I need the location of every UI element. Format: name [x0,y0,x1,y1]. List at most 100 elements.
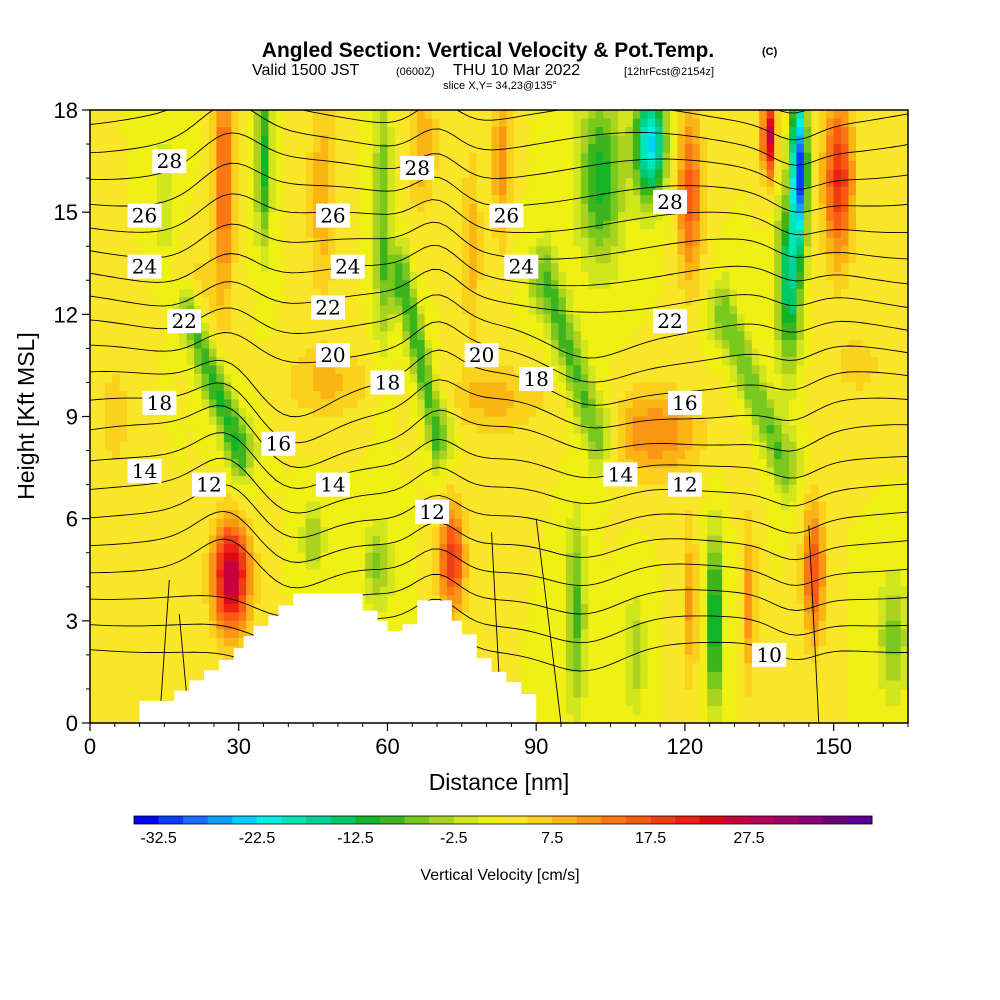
field-cell [551,229,560,239]
field-cell [387,127,396,137]
field-cell [134,399,143,409]
field-cell [506,195,515,205]
field-cell [588,561,597,571]
field-cell [253,390,262,401]
field-cell [394,365,403,375]
field-cell [231,339,240,349]
field-cell [127,493,136,503]
field-cell [484,646,493,656]
field-cell [253,203,262,213]
field-cell [387,569,396,579]
field-cell [543,331,552,341]
field-cell [588,476,597,486]
field-cell [290,476,299,486]
field-cell [365,373,374,384]
field-cell [179,169,188,179]
field-cell [499,450,508,460]
field-cell [90,467,99,477]
field-cell [387,527,396,537]
field-cell [194,229,203,239]
field-cell [246,407,255,418]
field-cell [171,603,180,613]
field-cell [499,416,508,426]
field-cell [149,629,158,639]
field-cell [268,561,277,571]
field-cell [565,578,574,588]
field-cell [565,237,574,247]
field-cell [238,390,247,401]
field-cell [424,433,433,443]
field-cell [238,220,247,230]
field-cell [417,144,426,154]
field-cell [521,203,530,213]
field-cell [528,144,537,154]
field-cell [97,442,106,452]
field-cell [446,561,455,571]
field-cell [186,612,195,622]
field-cell [327,544,336,554]
field-cell [417,195,426,205]
field-cell [186,527,195,537]
field-cell [327,331,336,341]
field-cell [320,229,329,239]
field-cell [97,195,106,205]
field-cell [491,646,500,656]
field-cell [387,339,396,349]
field-cell [127,305,136,315]
field-cell [551,220,560,230]
field-cell [580,501,589,511]
field-cell [246,595,255,605]
field-cell [513,459,522,469]
field-cell [223,612,232,622]
field-cell [342,552,351,562]
field-cell [595,254,604,264]
field-cell [208,561,218,571]
field-cell [156,322,165,332]
field-cell [246,552,255,562]
field-cell [119,561,128,571]
field-cell [156,331,165,341]
field-cell [380,459,389,469]
field-cell [402,220,411,230]
field-cell [394,186,403,196]
field-cell [97,688,106,699]
field-cell [357,586,366,596]
field-cell [350,331,359,341]
field-cell [201,586,210,596]
field-cell [573,390,582,401]
field-cell [268,169,277,179]
field-cell [142,178,151,188]
field-cell [476,322,485,332]
field-cell [588,237,597,247]
field-cell [179,442,188,452]
field-cell [446,382,455,392]
field-cell [275,399,284,409]
field-cell [469,161,478,171]
field-cell [409,186,418,196]
field-cell [551,544,560,554]
field-cell [365,459,374,469]
field-cell [603,186,612,196]
field-cell [461,578,470,588]
field-cell [320,271,329,281]
field-cell [142,433,151,443]
field-cell [565,535,574,545]
field-cell [551,314,560,324]
field-cell [417,544,426,554]
field-cell [536,680,545,690]
field-cell [432,476,441,486]
field-cell [365,569,374,579]
field-cell [149,544,158,554]
field-cell [313,527,322,537]
field-cell [268,297,277,307]
field-cell [275,212,284,222]
field-cell [580,195,589,205]
field-cell [112,569,121,579]
field-cell [380,195,389,205]
field-cell [216,144,225,154]
field-cell [543,493,552,503]
field-cell [194,356,203,367]
field-cell [327,169,336,179]
field-cell [186,186,195,196]
field-cell [551,552,560,562]
